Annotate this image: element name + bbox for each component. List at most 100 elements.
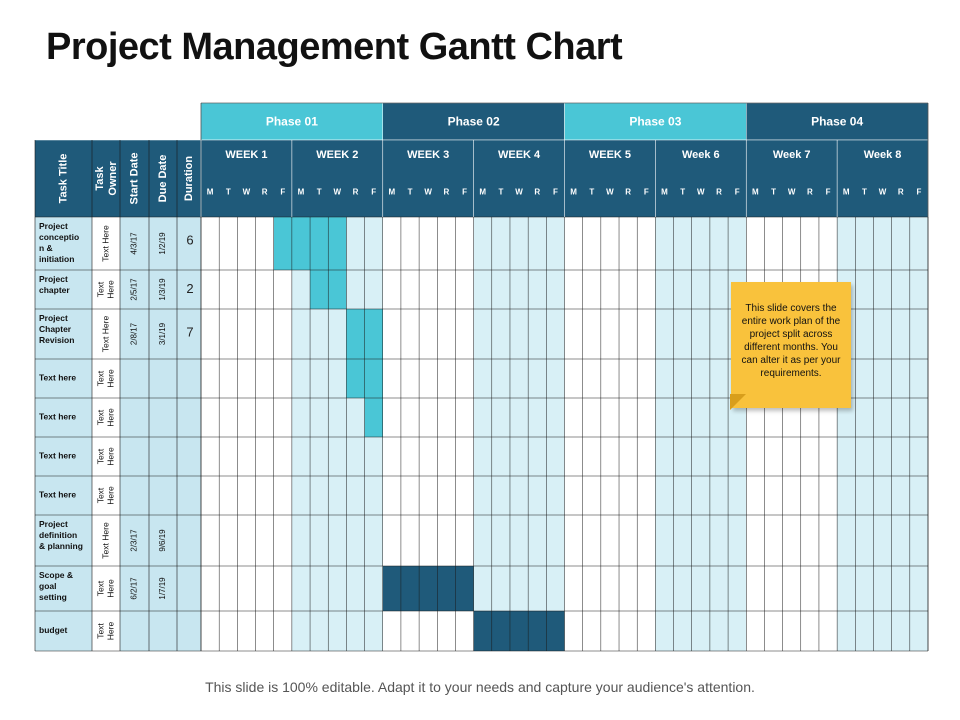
day-label: R <box>262 188 268 197</box>
week-column-tint <box>473 217 565 651</box>
day-label: W <box>606 188 614 197</box>
week-label: WEEK 2 <box>316 149 358 161</box>
day-label: W <box>424 188 432 197</box>
task-start-date: 2/3/17 <box>130 529 139 552</box>
week-label: WEEK 1 <box>225 149 267 161</box>
task-duration: 2 <box>186 281 193 296</box>
header-task-owner-line2: Owner <box>107 161 119 196</box>
task-owner-line1: Text <box>95 580 105 596</box>
sticky-note: This slide covers the entire work plan o… <box>730 282 851 410</box>
day-label: W <box>334 188 342 197</box>
task-title-line: initiation <box>39 254 74 264</box>
day-label: M <box>752 188 759 197</box>
header-task-owner-line1: Task <box>94 165 106 190</box>
task-owner: Text Here <box>100 522 110 559</box>
header-due-date: Due Date <box>157 155 169 203</box>
task-title-line: & planning <box>39 541 83 551</box>
day-label: M <box>570 188 577 197</box>
day-label: T <box>771 188 776 197</box>
task-title: budget <box>39 625 67 635</box>
day-label: F <box>371 188 376 197</box>
day-label: F <box>280 188 285 197</box>
task-title: Project chapter <box>39 274 70 295</box>
header-duration: Duration <box>183 156 195 202</box>
day-label: T <box>498 188 503 197</box>
task-owner-line1: Text <box>95 370 105 386</box>
week-label: WEEK 5 <box>589 149 631 161</box>
day-label: R <box>898 188 904 197</box>
task-due-date: 3/1/19 <box>158 322 167 345</box>
dates-column-bg <box>120 217 201 651</box>
task-owner-line2: Here <box>105 579 115 598</box>
task-title: Text here <box>39 412 76 422</box>
task-title-line: Project <box>39 519 68 529</box>
task-title-line: Revision <box>39 335 74 345</box>
task-title: Project Chapter Revision <box>39 313 74 345</box>
day-label: F <box>644 188 649 197</box>
task-owner-line2: Here <box>105 369 115 388</box>
task-owner-line2: Here <box>105 280 115 299</box>
task-bar <box>382 566 474 611</box>
day-label: F <box>826 188 831 197</box>
task-due-date: 1/2/19 <box>158 232 167 255</box>
sticky-note-text: This slide covers the entire work plan o… <box>741 303 841 379</box>
task-title: Project definition & planning <box>39 519 83 551</box>
day-label: T <box>408 188 413 197</box>
task-owner-line2: Here <box>105 408 115 427</box>
task-owner-line1: Text <box>95 487 105 503</box>
day-label: M <box>207 188 214 197</box>
day-label: W <box>879 188 887 197</box>
task-start-date: 6/2/17 <box>130 577 139 600</box>
day-label: M <box>298 188 305 197</box>
task-title-line: Text here <box>39 412 76 422</box>
day-label: T <box>226 188 231 197</box>
day-label: W <box>788 188 796 197</box>
task-title-line: Text here <box>39 490 76 500</box>
day-label: T <box>862 188 867 197</box>
task-title: Text here <box>39 373 76 383</box>
week-label: Week 6 <box>682 149 720 161</box>
task-title-line: Project <box>39 313 68 323</box>
task-title-line: Project <box>39 274 68 284</box>
task-title-column-bg <box>35 217 92 651</box>
header-start-date: Start Date <box>128 153 140 205</box>
task-title: Project conceptio n & initiation <box>39 221 79 264</box>
task-start-date: 2/5/17 <box>130 278 139 301</box>
task-owner-line2: Here <box>105 622 115 641</box>
day-label: R <box>353 188 359 197</box>
phase-header-cell <box>746 102 929 141</box>
task-owner-line2: Here <box>105 486 115 505</box>
task-owner: Text Here <box>100 316 110 353</box>
week-column-tint <box>837 217 928 651</box>
task-title-line: Scope & <box>39 570 73 580</box>
task-title-line: Project <box>39 221 68 231</box>
day-label: T <box>317 188 322 197</box>
task-title-line: budget <box>39 625 67 635</box>
task-owner-line1: Text <box>95 409 105 425</box>
left-header-bg <box>35 140 201 217</box>
day-label: M <box>479 188 486 197</box>
day-label: M <box>389 188 396 197</box>
task-due-date: 9/6/19 <box>158 529 167 552</box>
task-start-date: 4/3/17 <box>130 232 139 255</box>
day-label: T <box>680 188 685 197</box>
task-due-date: 1/3/19 <box>158 278 167 301</box>
task-title-line: chapter <box>39 285 70 295</box>
day-label: F <box>462 188 467 197</box>
task-title: Scope & goal setting <box>39 570 73 602</box>
task-bar <box>364 398 383 437</box>
task-title-line: Text here <box>39 373 76 383</box>
task-title: Text here <box>39 451 76 461</box>
task-bar <box>473 611 565 651</box>
week-label: WEEK 3 <box>407 149 449 161</box>
phase-label: Phase 04 <box>811 115 863 129</box>
day-label: T <box>589 188 594 197</box>
task-title-line: setting <box>39 592 67 602</box>
sticky-note-curl <box>730 394 746 410</box>
day-label: M <box>843 188 850 197</box>
day-label: F <box>553 188 558 197</box>
task-owner-line1: Text <box>95 448 105 464</box>
task-start-date: 2/8/17 <box>130 322 139 345</box>
day-label: F <box>735 188 740 197</box>
header-task-title: Task Title <box>57 154 69 204</box>
